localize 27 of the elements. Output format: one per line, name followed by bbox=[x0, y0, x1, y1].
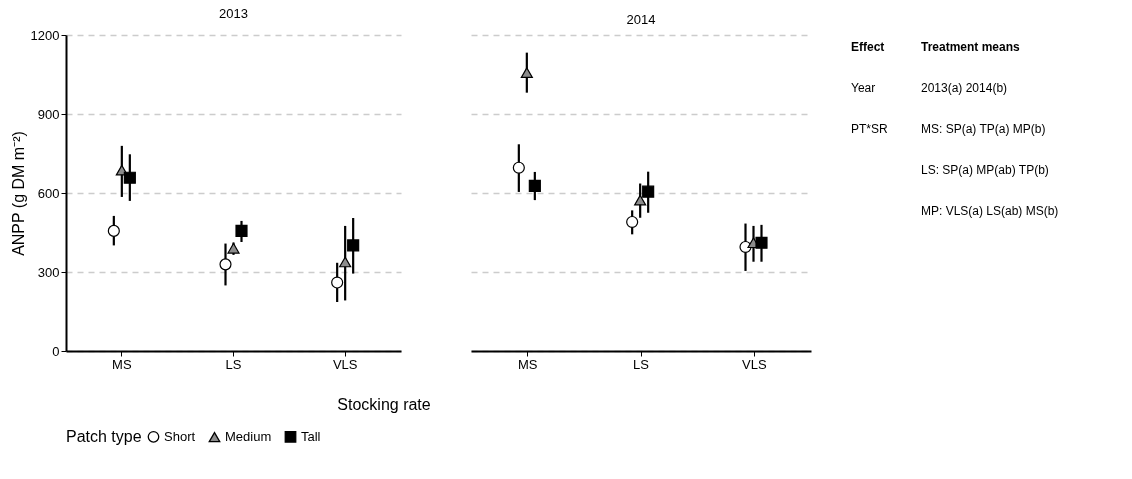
text: MP: VLS(a) LS(ab) MS(b) bbox=[921, 204, 1059, 218]
y-tick-label: 1200 bbox=[30, 27, 60, 43]
text: LS: SP(a) MP(ab) TP(b) bbox=[921, 163, 1049, 177]
x-tick-label: VLS bbox=[742, 356, 767, 372]
y-tick-label: 300 bbox=[37, 264, 60, 280]
text: Effect bbox=[851, 40, 885, 54]
legend-label: Tall bbox=[301, 428, 321, 444]
y-tick-label: 0 bbox=[52, 343, 60, 359]
x-tick-label: LS bbox=[633, 356, 650, 372]
chart-title: 2013 bbox=[219, 6, 248, 21]
legend-label: Short bbox=[164, 428, 196, 444]
y-tick-label: 900 bbox=[37, 106, 60, 122]
text: Year bbox=[851, 81, 876, 95]
text: 2013(a) 2014(b) bbox=[921, 81, 1008, 95]
legend-label: Medium bbox=[225, 429, 272, 445]
x-tick-label: VLS bbox=[332, 356, 358, 372]
y-axis-title: ANPP (g DM m⁻²) bbox=[9, 131, 27, 256]
text: PT*SR bbox=[851, 122, 889, 136]
text: MS: SP(a) TP(a) MP(b) bbox=[921, 122, 1046, 136]
chart-title: 2014 bbox=[626, 12, 656, 27]
y-tick-label: 600 bbox=[37, 185, 60, 201]
text: Treatment means bbox=[921, 40, 1021, 54]
x-tick-label: MS bbox=[112, 356, 132, 372]
x-axis-title: Stocking rate bbox=[337, 395, 431, 413]
legend-title: Patch type bbox=[66, 428, 142, 445]
x-tick-label: LS bbox=[225, 356, 242, 372]
x-tick-label: MS bbox=[517, 356, 538, 372]
